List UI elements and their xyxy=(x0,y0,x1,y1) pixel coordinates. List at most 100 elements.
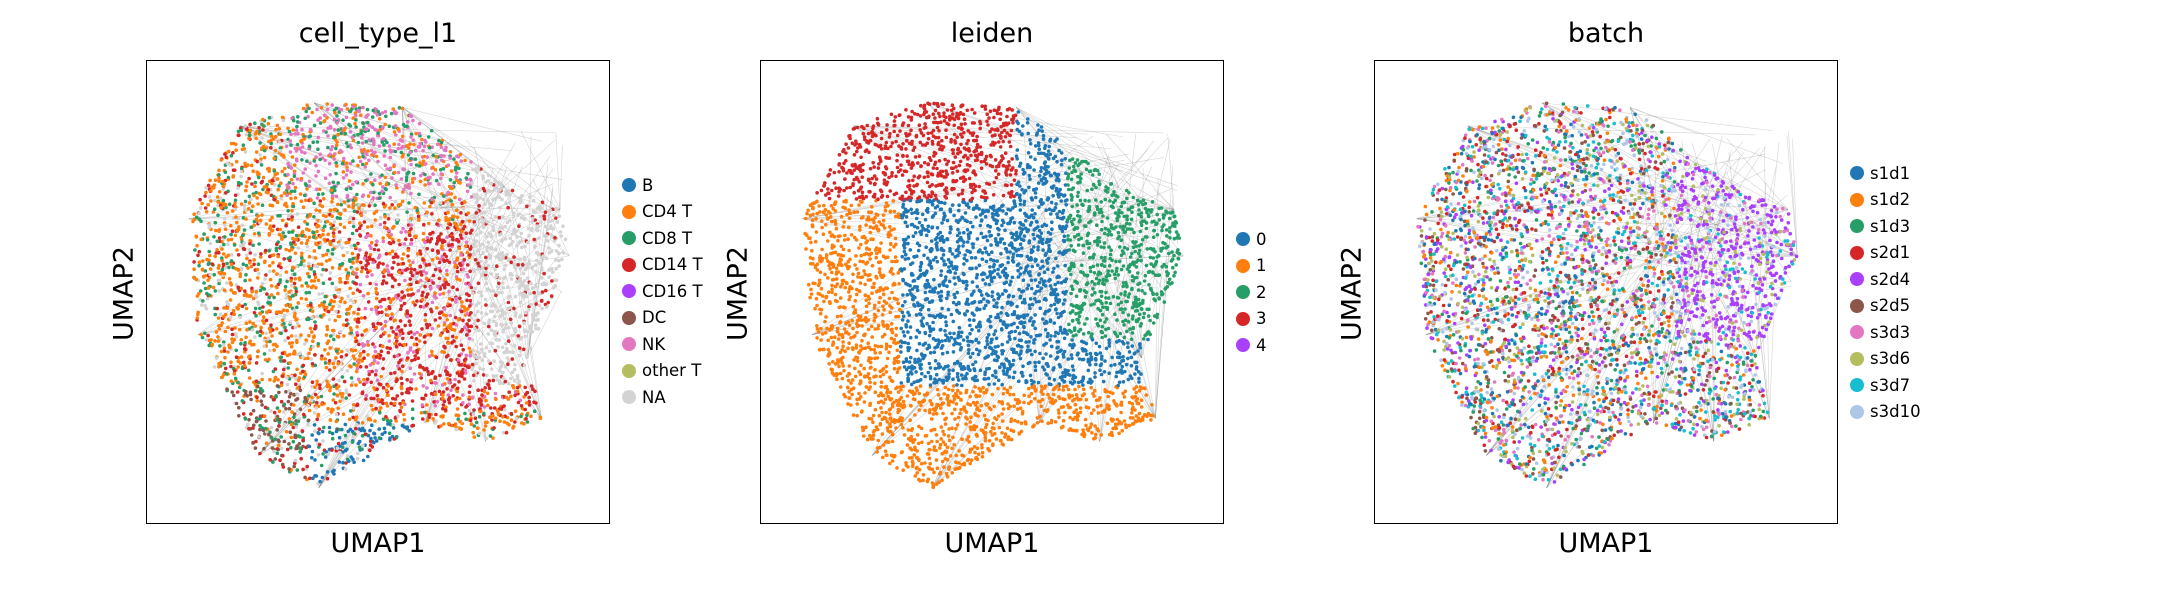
scatter-point xyxy=(277,420,282,425)
scatter-point xyxy=(357,203,361,207)
scatter-point xyxy=(264,318,269,323)
scatter-point xyxy=(381,239,386,244)
scatter-point xyxy=(273,148,278,153)
scatter-point xyxy=(441,397,445,401)
scatter-point xyxy=(411,171,416,176)
scatter-point xyxy=(462,358,467,362)
scatter-point xyxy=(810,248,814,253)
scatter-point xyxy=(325,102,329,106)
scatter-point xyxy=(401,167,405,171)
scatter-point xyxy=(368,257,372,261)
scatter-point xyxy=(355,456,360,461)
scatter-point xyxy=(929,417,934,421)
scatter-point xyxy=(442,422,446,426)
scatter-point xyxy=(310,395,314,400)
scatter-point xyxy=(199,206,203,210)
scatter-point xyxy=(257,242,261,246)
scatter-point xyxy=(273,183,277,187)
scatter-point xyxy=(261,144,266,149)
scatter-point xyxy=(484,276,488,281)
scatter-point xyxy=(1107,264,1112,268)
scatter-point xyxy=(540,290,545,294)
scatter-point xyxy=(300,127,304,132)
scatter-point xyxy=(255,330,260,335)
scatter-point xyxy=(518,300,523,305)
scatter-point xyxy=(1026,332,1030,337)
scatter-point xyxy=(367,204,372,208)
scatter-point xyxy=(242,204,247,208)
scatter-point xyxy=(427,262,432,267)
scatter-point xyxy=(500,226,505,231)
scatter-point xyxy=(264,222,269,226)
legend: B CD4 T CD8 T CD14 T CD16 T DC NK other T NA xyxy=(622,172,703,411)
scatter-point xyxy=(851,279,855,284)
scatter-point xyxy=(395,354,399,358)
scatter-point xyxy=(261,175,266,180)
scatter-point xyxy=(371,182,375,187)
graph-edge xyxy=(499,161,561,210)
scatter-point xyxy=(421,417,425,421)
legend-marker xyxy=(622,284,636,299)
scatter-point xyxy=(365,258,369,263)
scatter-point xyxy=(296,246,301,250)
scatter-point xyxy=(1027,185,1031,190)
scatter-point xyxy=(498,205,502,210)
scatter-point xyxy=(517,279,521,283)
scatter-point xyxy=(446,341,451,345)
scatter-point xyxy=(325,219,330,224)
scatter-point xyxy=(289,435,294,440)
scatter-point xyxy=(494,255,499,259)
scatter-point xyxy=(552,238,557,243)
scatter-point xyxy=(361,182,365,186)
scatter-point xyxy=(1064,384,1069,389)
scatter-point xyxy=(493,215,498,219)
scatter-point xyxy=(392,354,397,359)
scatter-point xyxy=(248,238,252,243)
scatter-point xyxy=(322,237,327,242)
scatter-point xyxy=(557,258,561,263)
scatter-point xyxy=(197,263,201,268)
legend-item: CD14 T xyxy=(622,252,703,279)
graph-edge xyxy=(932,162,1120,489)
scatter-point xyxy=(525,354,529,359)
scatter-point xyxy=(388,206,392,210)
scatter-point xyxy=(202,232,206,236)
scatter-point xyxy=(255,384,260,389)
scatter-point xyxy=(374,282,379,287)
graph-edge xyxy=(559,202,561,210)
scatter-point xyxy=(470,181,474,185)
scatter-point xyxy=(470,228,474,233)
scatter-point xyxy=(465,292,469,296)
scatter-point xyxy=(273,457,278,461)
scatter-point xyxy=(517,240,521,245)
graph-edge xyxy=(1021,226,1142,359)
graph-edge xyxy=(802,153,1130,220)
scatter-point xyxy=(455,269,460,274)
scatter-point xyxy=(426,181,431,186)
scatter-point xyxy=(388,235,392,239)
scatter-point xyxy=(248,261,252,265)
scatter-point xyxy=(261,305,265,309)
scatter-point xyxy=(325,470,330,474)
scatter-point xyxy=(216,266,221,270)
scatter-point xyxy=(316,169,321,174)
scatter-point xyxy=(411,138,416,142)
scatter-point xyxy=(241,216,246,220)
scatter-point xyxy=(389,273,394,277)
scatter-point xyxy=(515,376,520,381)
scatter-point xyxy=(327,181,332,186)
scatter-point xyxy=(537,236,541,240)
scatter-point xyxy=(500,345,505,350)
scatter-point xyxy=(492,319,496,324)
scatter-point xyxy=(323,348,327,352)
scatter-point xyxy=(549,249,554,253)
scatter-point xyxy=(254,313,258,318)
scatter-point xyxy=(417,218,421,222)
scatter-point xyxy=(815,336,819,340)
scatter-point xyxy=(247,194,252,199)
scatter-point xyxy=(460,201,464,205)
scatter-point xyxy=(263,130,268,134)
scatter-point xyxy=(885,387,890,392)
scatter-point xyxy=(336,335,341,339)
scatter-point xyxy=(292,415,296,420)
